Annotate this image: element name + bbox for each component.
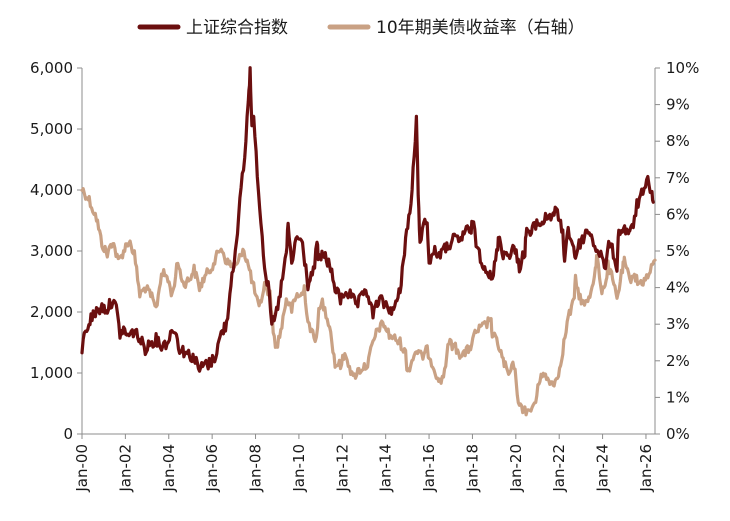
- series-line-us10y-yield: [80, 187, 657, 417]
- left-tick-label: 4,000: [30, 181, 73, 199]
- x-tick-label: Jan-10: [290, 444, 308, 493]
- left-tick-label: 0: [63, 425, 73, 443]
- right-tick-label: 0%: [666, 425, 690, 443]
- legend: 上证综合指数 10年期美债收益率（右轴）: [137, 18, 585, 38]
- x-tick-label: Jan-26: [637, 444, 655, 493]
- right-tick-label: 6%: [666, 205, 690, 223]
- x-tick-label: Jan-14: [377, 444, 395, 493]
- x-tick-label: Jan-20: [507, 444, 525, 493]
- left-tick-label: 5,000: [30, 120, 73, 138]
- x-tick-label: Jan-12: [333, 444, 351, 493]
- right-tick-label: 5%: [666, 242, 690, 260]
- right-tick-label: 10%: [666, 59, 699, 77]
- right-tick-label: 1%: [666, 388, 690, 406]
- x-tick-label: Jan-02: [116, 444, 134, 493]
- axes: 0 1,000 2,000 3,000 4,000 5,000 6,000 0% 1% 2% 3% 4…: [30, 59, 699, 493]
- left-tick-label: 1,000: [30, 364, 73, 382]
- right-tick-label: 2%: [666, 352, 690, 370]
- left-tick-label: 3,000: [30, 242, 73, 260]
- right-tick-label: 8%: [666, 132, 690, 150]
- series-line-sse-index: [80, 66, 655, 373]
- x-tick-label: Jan-18: [463, 444, 481, 493]
- x-tick-label: Jan-00: [73, 444, 91, 493]
- right-tick-label: 3%: [666, 315, 690, 333]
- right-tick-label: 7%: [666, 169, 690, 187]
- x-tick-label: Jan-22: [550, 444, 568, 493]
- right-tick-label: 4%: [666, 279, 690, 297]
- x-tick-label: Jan-08: [247, 444, 265, 493]
- x-tick-label: Jan-24: [594, 444, 612, 493]
- x-tick-label: Jan-06: [203, 444, 221, 493]
- legend-label: 10年期美债收益率（右轴）: [376, 18, 585, 38]
- left-tick-label: 6,000: [30, 59, 73, 77]
- x-tick-label: Jan-16: [420, 444, 438, 493]
- legend-label: 上证综合指数: [186, 18, 288, 38]
- right-tick-label: 9%: [666, 96, 690, 114]
- x-tick-label: Jan-04: [160, 444, 178, 493]
- series-lines: [80, 66, 657, 417]
- left-tick-label: 2,000: [30, 303, 73, 321]
